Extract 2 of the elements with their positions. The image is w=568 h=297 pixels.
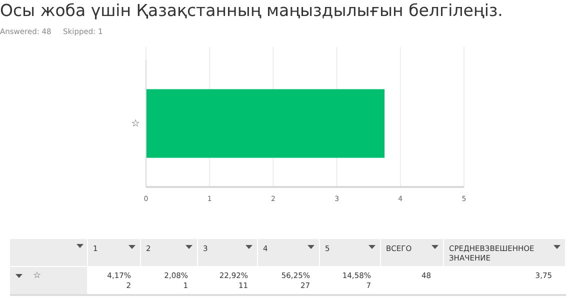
chart-title: Осы жоба үшін Қазақстанның маңыздылығын белгілеңіз. bbox=[0, 1, 503, 20]
category-label: ☆ bbox=[33, 271, 42, 281]
